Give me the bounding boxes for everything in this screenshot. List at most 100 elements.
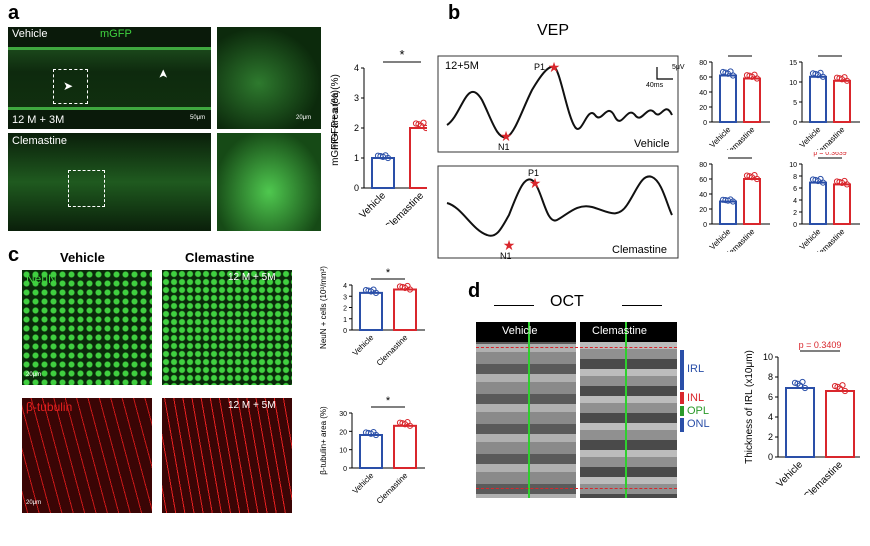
- c-time-2: 12 M + 5M: [228, 400, 276, 411]
- layer-opl: OPL: [687, 405, 710, 417]
- chart-p1-amplitude: 0246810P1 Amplitude (μv)VehicleClemastin…: [789, 152, 860, 252]
- y-tick-label: 20: [699, 105, 707, 112]
- c-time-1: 12 M + 5M: [228, 272, 276, 283]
- btubulin-vehicle-image: [22, 398, 152, 513]
- sig-label: *: [386, 395, 391, 407]
- n1-label-clem: N1: [500, 251, 512, 261]
- y-tick-label: 8: [793, 174, 797, 181]
- y-tick-label: 40: [699, 90, 707, 97]
- data-point: [729, 198, 737, 205]
- y-tick-label: 4: [343, 283, 347, 290]
- sig-label: *: [386, 267, 391, 279]
- bar-vehicle: [785, 387, 815, 458]
- layer-onl: ONL: [687, 418, 710, 430]
- y-axis-label: Thickness of IRL (x10μm): [744, 350, 755, 464]
- x-tick-label: Clemastine: [383, 190, 426, 225]
- bar-clemastine: [833, 183, 851, 225]
- sig-label: *: [738, 50, 743, 56]
- y-tick-label: 80: [699, 162, 707, 169]
- y-tick-label: 80: [699, 60, 707, 67]
- data-point: [420, 119, 427, 126]
- p1-label-clem: P1: [528, 168, 540, 178]
- data-point: [841, 387, 849, 395]
- y-tick-label: 10: [789, 80, 797, 87]
- y-tick-label: 0: [703, 120, 707, 127]
- y-tick-label: 0: [793, 222, 797, 229]
- y-tick-label: 3: [343, 294, 347, 301]
- data-point: [819, 179, 827, 186]
- y-tick-label: 0: [354, 183, 359, 193]
- y-tick-label: 10: [789, 162, 797, 169]
- chart-irl: 0 2 4 6 8 10 Thickness of IRL (x10μm) VehicleCl…: [744, 340, 860, 495]
- chart-n1-amplitude: 020406080N1 Amplitude (μv)VehicleClemast…: [699, 152, 770, 252]
- vep-scale-bar: [656, 67, 673, 80]
- bar-vehicle: [719, 74, 737, 123]
- y-axis-label: NeuN + cells (10³/mm²): [319, 266, 328, 349]
- clemastine-mgfp-image: [8, 133, 211, 231]
- data-point: [406, 286, 414, 293]
- y-tick-label: 60: [699, 177, 707, 184]
- vep-time: 12+5M: [445, 60, 479, 72]
- chart-p1-latency: 051015P1 Latency (x10ms)VehicleClemastin…: [789, 50, 860, 150]
- oct-vehicle-image: [476, 322, 576, 498]
- data-point: [819, 73, 827, 80]
- y-tick-label: 8: [768, 372, 773, 382]
- data-point: [801, 384, 809, 392]
- vep-traces: ★ ★ ★ ★: [437, 55, 679, 259]
- data-point: [843, 181, 851, 188]
- p1-label-veh: P1: [534, 62, 546, 72]
- c-scale-2: 20μm: [26, 500, 42, 506]
- data-point: [384, 154, 392, 162]
- data-point: [422, 124, 427, 132]
- vep-box-clemastine: [437, 165, 679, 259]
- n1-star-clem: ★: [503, 237, 516, 253]
- y-tick-label: 0: [343, 466, 347, 473]
- p1-star-vehicle: ★: [548, 59, 561, 75]
- layer-irl: IRL: [687, 363, 705, 375]
- y-axis-label: mGFP+ area (%): [330, 90, 341, 166]
- vep-scale-y: 5μV: [672, 64, 685, 71]
- y-tick-label: 10: [339, 448, 347, 455]
- y-tick-label: 10: [763, 352, 773, 362]
- vehicle-label-a: Vehicle: [12, 28, 48, 40]
- clemastine-label-a: Clemastine: [12, 135, 68, 147]
- y-tick-label: 2: [354, 123, 359, 133]
- bar-clemastine: [409, 127, 427, 189]
- neun-label: NeuN: [26, 272, 57, 286]
- p1-star-clem: ★: [529, 175, 542, 191]
- bar-vehicle: [809, 75, 827, 123]
- mgfp-label: mGFP: [100, 28, 132, 40]
- y-tick-label: 4: [354, 63, 359, 73]
- vep-clem-label: Clemastine: [612, 244, 668, 256]
- y-tick-label: 20: [339, 429, 347, 436]
- y-tick-label: 30: [339, 411, 347, 418]
- data-point: [406, 422, 414, 429]
- y-tick-label: 0: [768, 452, 773, 462]
- panel-b-label: b: [448, 2, 461, 24]
- bar-vehicle: [359, 434, 383, 469]
- chart-neun: 0 1 2 3 4 NeuN + cells (10³/mm²) Vehicle Clemas…: [319, 266, 425, 368]
- bar-clemastine: [743, 178, 761, 225]
- neun-clem-image: [162, 270, 292, 385]
- panel-a-label: a: [8, 2, 20, 24]
- data-point: [372, 431, 380, 439]
- x-tick-label: Vehicle: [358, 190, 389, 221]
- chart-btubulin: 0 10 20 30 β-tubulin+ area (%) Vehicle Clemast…: [319, 395, 425, 506]
- vep-title: VEP: [537, 22, 570, 39]
- data-point: [412, 120, 420, 127]
- x-tick-label: Vehicle: [351, 333, 376, 358]
- sig-label: *: [828, 50, 833, 56]
- bar-clemastine: [833, 79, 851, 123]
- x-tick-label: Vehicle: [351, 471, 376, 496]
- btubulin-clem-image: [162, 398, 292, 513]
- data-point: [753, 75, 761, 82]
- data-point: [799, 378, 806, 386]
- ylabel-mgfp: mGFP+ area (%): [330, 74, 341, 150]
- oct-vehicle-label: Vehicle: [502, 325, 538, 337]
- y-tick-label: 6: [768, 392, 773, 402]
- bar-vehicle: [359, 291, 383, 331]
- sig-label: p = 0.3409: [799, 340, 842, 350]
- x-tick-label: Vehicle: [775, 459, 806, 490]
- btub-label: β-tubulin: [26, 400, 73, 414]
- bar-clemastine: [743, 77, 761, 123]
